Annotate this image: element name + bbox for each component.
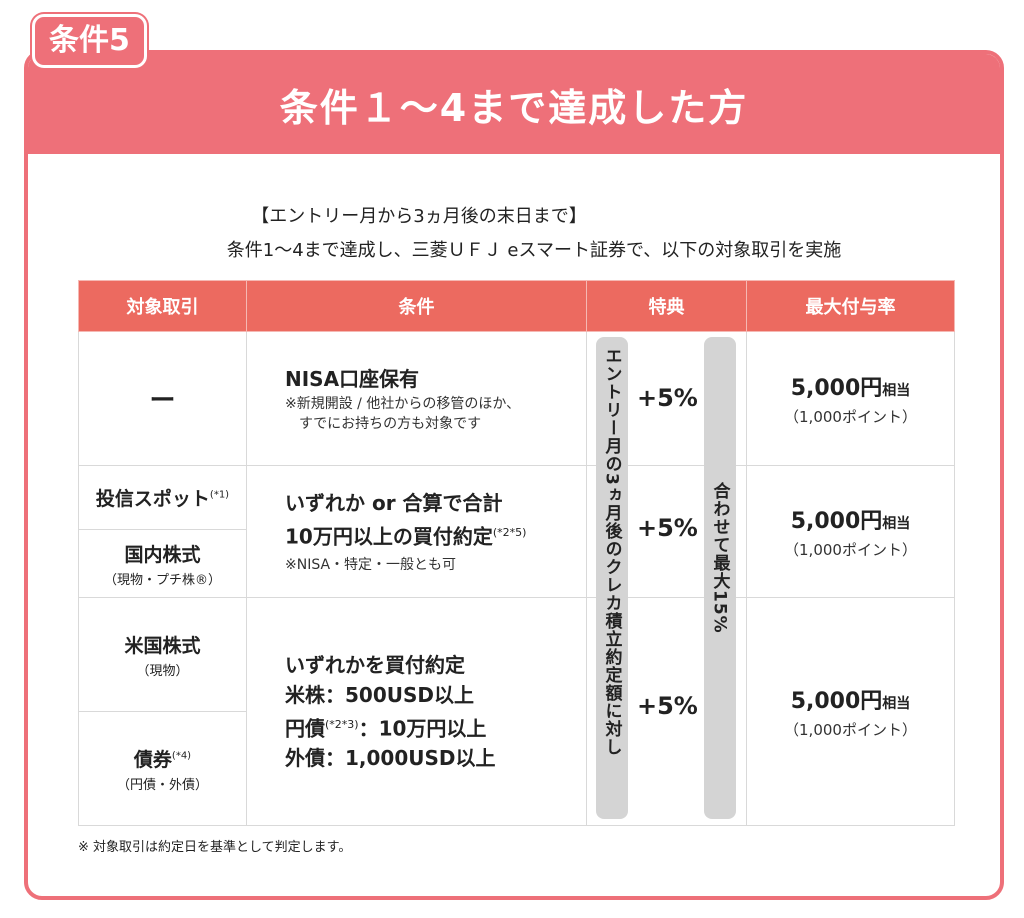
header-target: 対象取引: [78, 280, 247, 332]
reward-points: （1,000ポイント）: [784, 541, 917, 559]
header-benefit: 特典: [586, 280, 747, 332]
condition-line: 外債：1,000USD以上: [285, 746, 496, 771]
footnote: ※ 対象取引は約定日を基準として判定します。: [78, 840, 352, 855]
header-condition: 条件: [246, 280, 587, 332]
max-rate-vertical-label: 合わせて最大15%: [704, 337, 736, 819]
header-max-rate: 最大付与率: [746, 280, 955, 332]
condition-main: NISA口座保有: [285, 366, 420, 391]
table-row: 国内株式 （現物・プチ株®）: [78, 529, 955, 598]
condition-tab: 条件5: [32, 14, 147, 68]
target-bond: 債券(*4) （円債・外債）: [78, 711, 247, 826]
condition-line: 円債(*2*3)：10万円以上: [285, 716, 487, 741]
target-none: ー: [78, 331, 247, 466]
target-us-stock: 米国株式 （現物）: [78, 597, 247, 712]
table-row: 債券(*4) （円債・外債）: [78, 711, 955, 826]
condition-cell: いずれかを買付約定 米株：500USD以上 円債(*2*3)：10万円以上 外債…: [246, 597, 587, 826]
reward-points: （1,000ポイント）: [784, 408, 917, 426]
table-row: 投信スポット(*1) いずれか or 合算で合計 10万円以上の買付約定(*2*…: [78, 465, 955, 598]
reward-cell: 5,000円相当 （1,000ポイント）: [746, 597, 955, 826]
condition-cell: NISA口座保有 ※新規開設 / 他社からの移管のほか、 すでにお持ちの方も対象…: [246, 331, 587, 466]
condition-cell: いずれか or 合算で合計 10万円以上の買付約定(*2*5) ※NISA・特定…: [246, 465, 587, 598]
condition-line: 10万円以上の買付約定(*2*5): [285, 524, 527, 549]
condition-line: いずれか or 合算で合計: [285, 490, 503, 515]
condition-note: すでにお持ちの方も対象です: [299, 415, 482, 432]
reward-amount: 5,000円相当: [790, 509, 911, 534]
reward-amount: 5,000円相当: [790, 376, 911, 401]
target-domestic-stock: 国内株式 （現物・プチ株®）: [78, 529, 247, 598]
target-investment-trust: 投信スポット(*1): [78, 465, 247, 530]
condition-note: ※新規開設 / 他社からの移管のほか、: [285, 395, 521, 412]
benefit-value: +5%: [637, 514, 698, 542]
intro: 【エントリー月から3ヵ月後の末日まで】 条件1〜4まで達成し、三菱ＵＦＪ eスマ…: [28, 202, 1000, 262]
reward-points: （1,000ポイント）: [784, 721, 917, 739]
reward-amount: 5,000円相当: [790, 689, 911, 714]
reward-cell: 5,000円相当 （1,000ポイント）: [746, 465, 955, 598]
table-row: ー NISA口座保有 ※新規開設 / 他社からの移管のほか、 すでにお持ちの方も…: [78, 331, 955, 466]
condition-line: いずれかを買付約定: [285, 652, 465, 677]
benefit-value: +5%: [637, 692, 698, 720]
condition-note: ※NISA・特定・一般とも可: [285, 557, 457, 574]
reward-cell: 5,000円相当 （1,000ポイント）: [746, 331, 955, 466]
card-header: 条件１〜4まで達成した方: [28, 54, 1000, 154]
intro-description: 条件1〜4まで達成し、三菱ＵＦＪ eスマート証券で、以下の対象取引を実施: [226, 240, 842, 261]
intro-period: 【エントリー月から3ヵ月後の末日まで】: [251, 206, 587, 227]
benefit-table: 対象取引 条件 特典 最大付与率 ー NISA口座保有 ※新規開設 / 他社から…: [78, 280, 955, 826]
table-row: 米国株式 （現物） いずれかを買付約定 米株：500USD以上 円債(*2*3)…: [78, 597, 955, 826]
condition-line: 米株：500USD以上: [285, 682, 474, 707]
benefit-value: +5%: [637, 384, 698, 412]
card-title: 条件１〜4まで達成した方: [279, 85, 749, 130]
credit-card-vertical-label: エントリー月の3ヵ月後のクレカ積立約定額に対し: [596, 337, 628, 819]
